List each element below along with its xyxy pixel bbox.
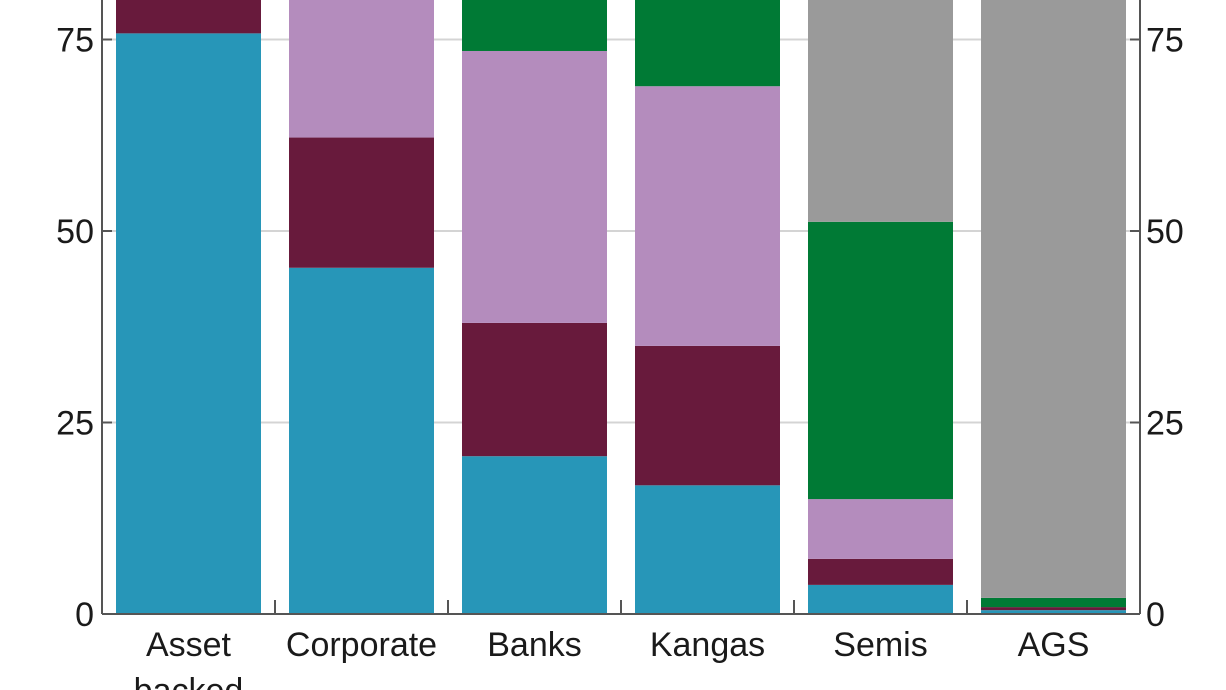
bar-segment bbox=[635, 485, 780, 614]
bar-segment bbox=[635, 345, 780, 486]
y-tick-label-left: 75 bbox=[56, 22, 94, 60]
category-label: Banks bbox=[487, 626, 582, 664]
bar-segment bbox=[462, 322, 607, 457]
y-tick-label-right: 50 bbox=[1146, 213, 1184, 251]
y-tick-label-left: 25 bbox=[56, 405, 94, 443]
bar-segment bbox=[981, 597, 1126, 608]
gridlines bbox=[102, 38, 1140, 424]
bar-segment bbox=[462, 0, 607, 51]
y-tick-label-right: 25 bbox=[1146, 405, 1184, 443]
category-labels: Assetbacked Corporate Banks Kangas Semis AGS bbox=[134, 626, 1090, 690]
bar-segment bbox=[808, 221, 953, 500]
y-tick-labels-right: 0 25 50 75 bbox=[1146, 22, 1184, 635]
bar-segment bbox=[808, 0, 953, 222]
bar-segment bbox=[116, 33, 261, 614]
category-label: Kangas bbox=[650, 626, 765, 664]
bar-segments bbox=[116, 0, 1126, 614]
axes bbox=[101, 0, 1141, 615]
bar-segment bbox=[462, 456, 607, 614]
category-label: Assetbacked bbox=[134, 626, 244, 690]
y-tick-label-left: 0 bbox=[75, 596, 94, 634]
bar-segment bbox=[981, 610, 1126, 614]
bar-segment bbox=[808, 499, 953, 559]
y-tick-label-right: 75 bbox=[1146, 22, 1184, 60]
y-tick-labels-left: 0 25 50 75 bbox=[56, 22, 94, 635]
category-label: Semis bbox=[833, 626, 927, 664]
bar-segment bbox=[981, 0, 1126, 598]
bar-segment bbox=[116, 0, 261, 34]
bar-segment bbox=[808, 584, 953, 614]
category-label: AGS bbox=[1018, 626, 1090, 664]
y-tick-label-left: 50 bbox=[56, 213, 94, 251]
bar-segment bbox=[289, 0, 434, 138]
bar-segment bbox=[981, 607, 1126, 611]
bar-segment bbox=[808, 558, 953, 585]
bar-segment bbox=[635, 86, 780, 346]
category-label: Corporate bbox=[286, 626, 437, 664]
bar-segment bbox=[462, 50, 607, 323]
bar-segment bbox=[289, 137, 434, 268]
bar-segment bbox=[635, 0, 780, 87]
bar-segment bbox=[289, 267, 434, 614]
y-tick-label-right: 0 bbox=[1146, 596, 1165, 634]
